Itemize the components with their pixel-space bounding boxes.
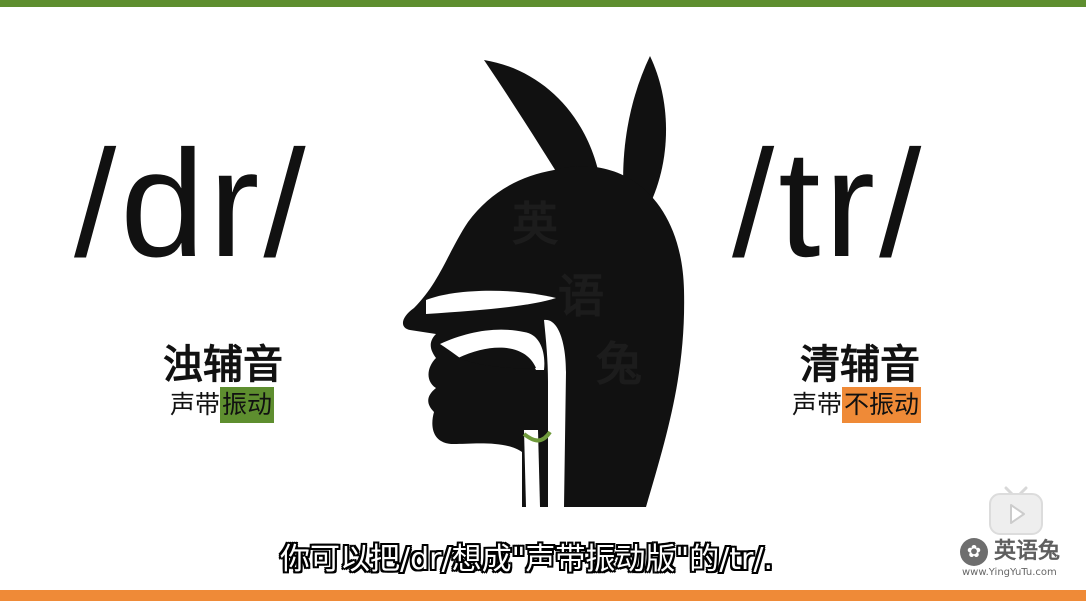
yingyutu-logo: ✿ 英语兔 www.YingYuTu.com — [958, 536, 1076, 582]
trachea — [524, 430, 540, 507]
voiceless-consonant-heading: 清辅音 — [800, 341, 920, 388]
play-tv-icon[interactable] — [986, 484, 1046, 536]
voiceless-note-highlight: 不振动 — [842, 387, 922, 423]
voiced-note: 声带振动 — [170, 387, 275, 423]
watermark-char-2: 语 — [558, 269, 604, 323]
watermark: 英 语 兔 — [512, 197, 642, 391]
logo-text: 英语兔 — [994, 538, 1061, 564]
voiceless-note: 声带不振动 — [792, 387, 922, 423]
logo-rabbit-icon: ✿ — [960, 538, 988, 566]
nasal-cavity — [426, 290, 556, 314]
subtitle-caption: 你可以把/dr/想成"声带振动版"的/tr/. — [280, 542, 774, 577]
phoneme-tr: /tr/ — [732, 119, 926, 289]
watermark-char-1: 英 — [512, 197, 559, 251]
bottom-accent-bar — [0, 590, 1086, 601]
voiced-note-prefix: 声带 — [170, 390, 221, 419]
watermark-char-3: 兔 — [596, 337, 642, 391]
voiced-consonant-heading: 浊辅音 — [163, 341, 283, 388]
vocal-cords — [522, 430, 552, 443]
pharynx — [544, 319, 566, 507]
top-accent-bar — [0, 0, 1086, 7]
voiced-note-highlight: 振动 — [220, 387, 275, 423]
logo-url: www.YingYuTu.com — [962, 567, 1057, 578]
head-profile-illustration: 英 语 兔 — [402, 56, 685, 507]
tongue — [458, 347, 536, 369]
head-silhouette — [402, 166, 685, 507]
phoneme-dr: /dr/ — [74, 119, 310, 289]
voiceless-note-prefix: 声带 — [792, 390, 843, 419]
